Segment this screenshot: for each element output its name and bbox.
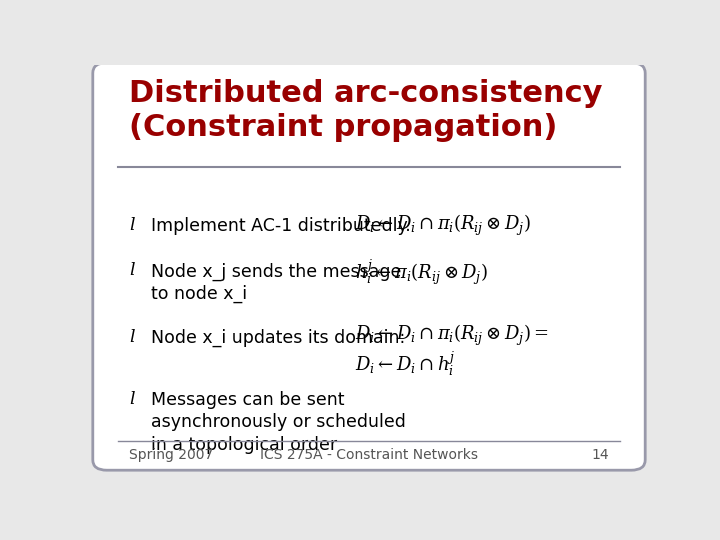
- Text: l: l: [129, 217, 135, 234]
- Text: 14: 14: [591, 448, 609, 462]
- Text: Implement AC-1 distributedly.: Implement AC-1 distributedly.: [151, 217, 411, 234]
- Text: ICS 275A - Constraint Networks: ICS 275A - Constraint Networks: [260, 448, 478, 462]
- Text: Messages can be sent
asynchronously or scheduled
in a topological order: Messages can be sent asynchronously or s…: [151, 391, 406, 454]
- Text: Distributed arc-consistency
(Constraint propagation): Distributed arc-consistency (Constraint …: [129, 79, 603, 142]
- Text: Node x_j sends the message
to node x_i: Node x_j sends the message to node x_i: [151, 262, 402, 303]
- Text: $D_i \leftarrow D_i \cap \pi_i(R_{ij} \otimes D_j)$: $D_i \leftarrow D_i \cap \pi_i(R_{ij} \o…: [355, 212, 531, 238]
- Text: $D_i \leftarrow D_i \cap h_i^j$: $D_i \leftarrow D_i \cap h_i^j$: [355, 349, 456, 379]
- Text: Spring 2007: Spring 2007: [129, 448, 213, 462]
- Text: l: l: [129, 391, 135, 408]
- Text: Node x_i updates its domain:: Node x_i updates its domain:: [151, 329, 405, 347]
- Text: l: l: [129, 262, 135, 279]
- FancyBboxPatch shape: [93, 63, 645, 470]
- Text: l: l: [129, 329, 135, 346]
- Text: $h_i^j \leftarrow \pi_i(R_{ij} \otimes D_j)$: $h_i^j \leftarrow \pi_i(R_{ij} \otimes D…: [355, 258, 488, 288]
- Text: $D_i \leftarrow D_i \cap \pi_i(R_{ij} \otimes D_j) =$: $D_i \leftarrow D_i \cap \pi_i(R_{ij} \o…: [355, 322, 549, 348]
